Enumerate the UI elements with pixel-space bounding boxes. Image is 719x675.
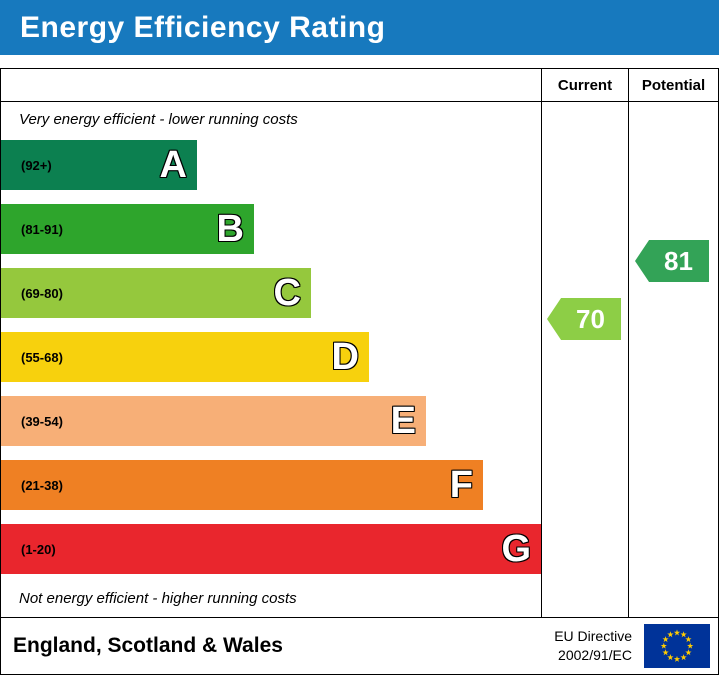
bands: (92+) A (81-91) B (69-80) C (55-68) D (3…: [1, 140, 541, 588]
band-letter: E: [390, 400, 416, 442]
band-range: (55-68): [21, 349, 63, 365]
band-row: (1-20) G: [1, 524, 541, 574]
bottom-note: Not energy efficient - higher running co…: [19, 590, 297, 607]
band-row: (39-54) E: [1, 396, 426, 446]
current-column-header: Current: [541, 69, 628, 101]
current-rating-arrow: 70: [547, 298, 621, 340]
band-range: (39-54): [21, 413, 63, 429]
band-row: (55-68) D: [1, 332, 369, 382]
chart-header-row: Current Potential: [1, 69, 718, 102]
header-spacer: [1, 69, 541, 101]
band-letter: B: [216, 208, 244, 250]
band-range: (1-20): [21, 541, 56, 557]
band-range: (69-80): [21, 285, 63, 301]
band-letter: A: [159, 144, 187, 186]
band-range: (21-38): [21, 477, 63, 493]
eu-flag-icon: [644, 624, 710, 668]
chart-body: Very energy efficient - lower running co…: [1, 102, 718, 617]
eu-directive-label: EU Directive 2002/91/EC: [554, 627, 632, 665]
current-rating-value: 70: [576, 303, 605, 334]
potential-rating-value: 81: [664, 245, 693, 276]
eu-directive-line2: 2002/91/EC: [558, 647, 632, 663]
band-letter: G: [501, 528, 531, 570]
band-range: (92+): [21, 157, 52, 173]
eu-flag-stars: [660, 629, 694, 662]
chart-footer: England, Scotland & Wales EU Directive 2…: [1, 617, 718, 674]
band-row: (92+) A: [1, 140, 197, 190]
potential-rating-arrow: 81: [635, 240, 709, 282]
bands-area: Very energy efficient - lower running co…: [1, 102, 541, 617]
eu-directive-line1: EU Directive: [554, 628, 632, 645]
band-range: (81-91): [21, 221, 63, 237]
band-letter: D: [331, 336, 359, 378]
band-row: (69-80) C: [1, 268, 311, 318]
potential-column-header: Potential: [628, 69, 718, 101]
band-letter: F: [449, 464, 473, 506]
page-title: Energy Efficiency Rating: [0, 0, 719, 55]
band-letter: C: [273, 272, 301, 314]
band-row: (21-38) F: [1, 460, 483, 510]
top-note: Very energy efficient - lower running co…: [19, 111, 298, 128]
region-label: England, Scotland & Wales: [13, 634, 283, 657]
potential-column: 81: [628, 102, 718, 617]
current-column: 70: [541, 102, 628, 617]
chart-frame: Current Potential Very energy efficient …: [0, 68, 719, 675]
band-row: (81-91) B: [1, 204, 254, 254]
